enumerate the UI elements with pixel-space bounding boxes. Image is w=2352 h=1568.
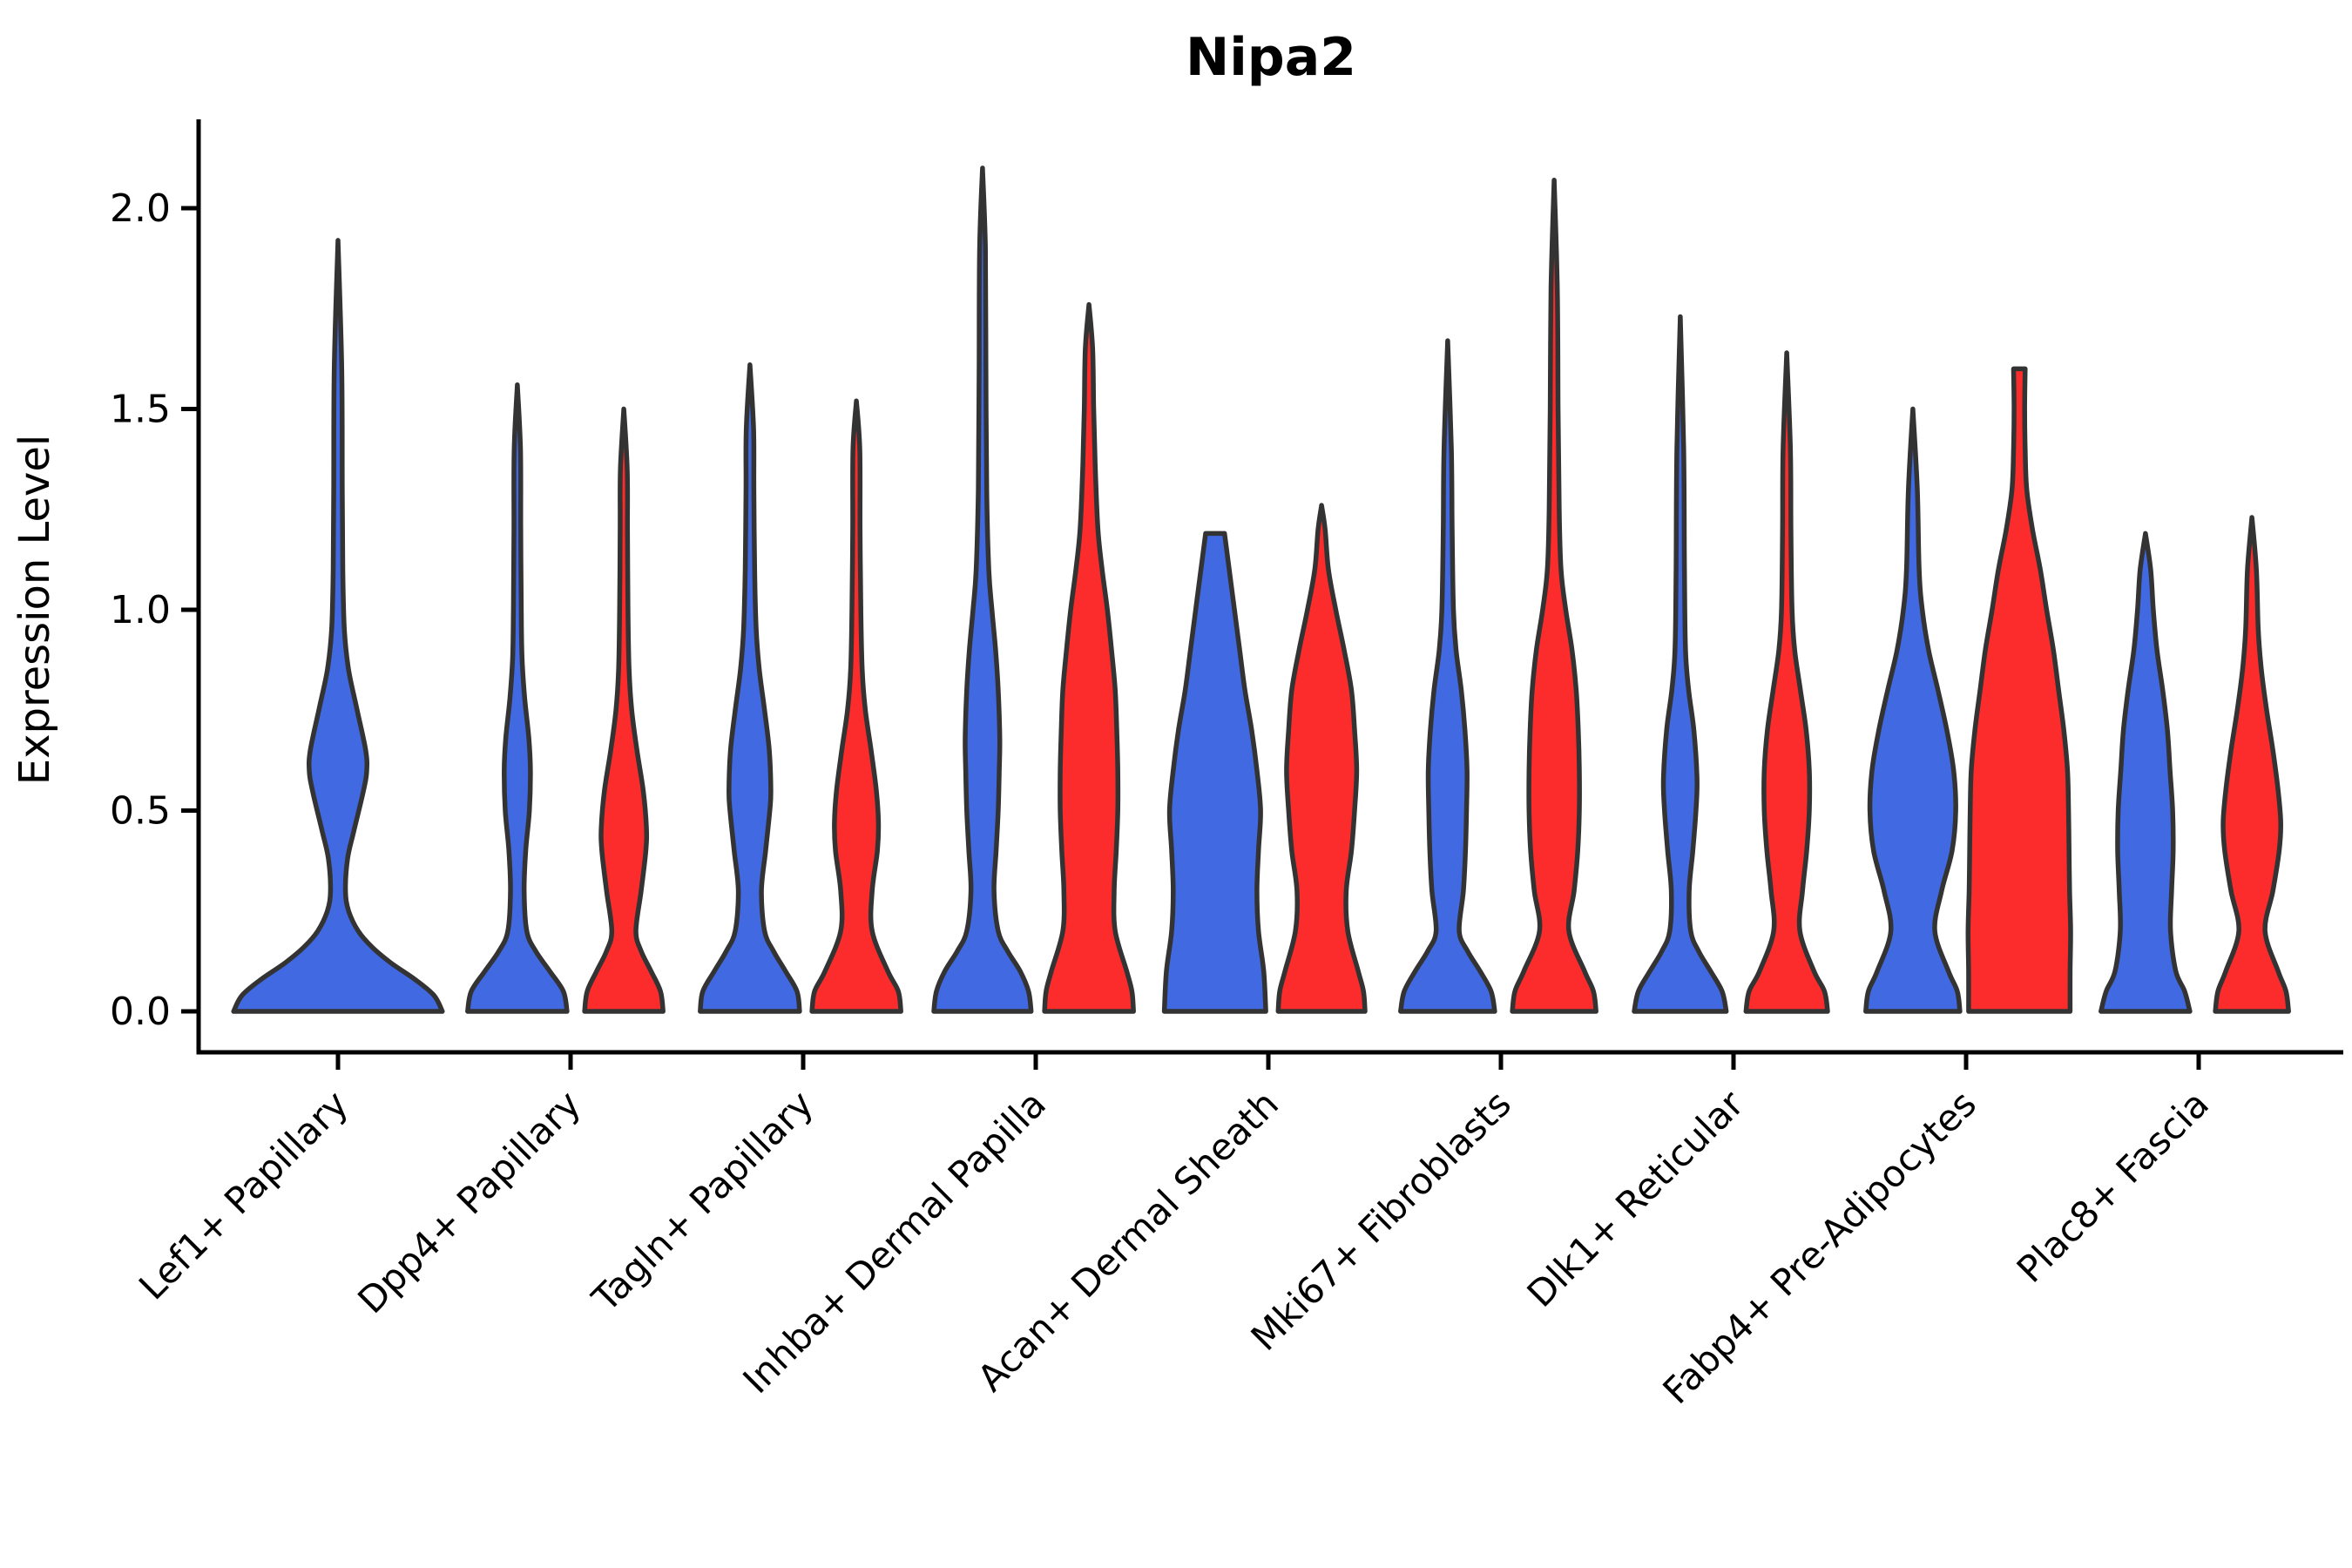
violin-acan-dermal-sheath-red [1275, 503, 1368, 1014]
axes-layer [181, 119, 2343, 1070]
y-tick-label-1.0: 1.0 [110, 588, 171, 632]
violin-dlk1-reticular-blue [1632, 314, 1729, 1014]
violin-inhba-dermal-papilla-red [1042, 301, 1136, 1014]
violin-mki67-fibroblasts-red [1510, 177, 1598, 1014]
violin-fabp4-pre-adipocytes-blue [1863, 406, 1963, 1014]
violin-plac8-fascia-red [2213, 515, 2291, 1014]
violin-lef1-papillary-blue [231, 238, 445, 1014]
violin-inhba-dermal-papilla-blue [931, 166, 1034, 1014]
chart-title: Nipa2 [1186, 27, 1356, 88]
y-tick-label-1.5: 1.5 [110, 388, 171, 432]
violin-fabp4-pre-adipocytes-red [1965, 366, 2073, 1014]
y-tick-label-0.5: 0.5 [110, 789, 171, 834]
violin-dpp4-papillary-blue [465, 382, 570, 1014]
violin-tagln-papillary-red [809, 398, 903, 1014]
violin-plac8-fascia-blue [2099, 531, 2193, 1014]
y-tick-label-2.0: 2.0 [110, 186, 171, 231]
y-tick-label-0.0: 0.0 [110, 990, 171, 1034]
violin-mki67-fibroblasts-blue [1398, 338, 1497, 1014]
violin-dpp4-papillary-red [582, 406, 666, 1014]
y-axis-label: Expression Level [10, 435, 59, 786]
violin-dlk1-reticular-red [1743, 350, 1830, 1014]
violin-acan-dermal-sheath-blue [1161, 531, 1268, 1014]
violins-layer [231, 166, 2291, 1014]
violin-tagln-papillary-blue [698, 362, 802, 1014]
